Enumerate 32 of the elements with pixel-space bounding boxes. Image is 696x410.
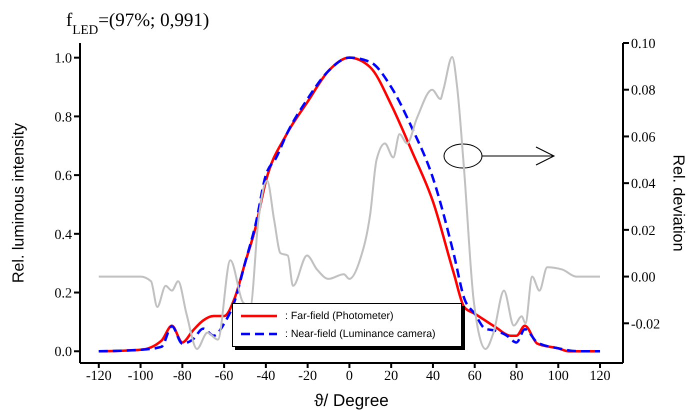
chart-title: f$_{LED}$=(97%; 0,991) xyxy=(66,10,210,36)
x-tick-label: -20 xyxy=(298,368,317,384)
x-tick-label: 0 xyxy=(346,368,353,384)
x-tick-label: -60 xyxy=(214,368,234,384)
y-tick-label: 0.4 xyxy=(54,228,72,243)
x-tick-label: 100 xyxy=(548,368,569,384)
x-tick-label: 120 xyxy=(590,368,611,384)
x-tick-label: 80 xyxy=(509,368,524,384)
x-axis-title: ϑ/ Degree xyxy=(314,391,389,410)
y-tick-label: 0.6 xyxy=(54,169,72,184)
y-tick-label: 0.8 xyxy=(54,110,72,126)
y-tick-label: 0.0 xyxy=(54,345,72,360)
y2-tick-label: 0.02 xyxy=(631,224,656,239)
y2-tick-label: 0.10 xyxy=(631,36,656,52)
y2-tick-label: 0.00 xyxy=(631,270,656,286)
legend-label: : Near-field (Luminance camera) xyxy=(285,328,436,340)
y2-tick-label: 0.04 xyxy=(631,177,656,192)
y-axis-title: Rel. luminous intensity xyxy=(10,122,28,284)
y2-tick-label: 0.08 xyxy=(631,84,656,99)
x-tick-label: -80 xyxy=(173,368,192,384)
x-tick-label: 20 xyxy=(384,368,398,384)
x-tick-label: -40 xyxy=(256,368,276,384)
x-tick-label: -120 xyxy=(86,368,112,384)
y2-axis-title: Rel. deviation xyxy=(669,154,686,252)
y2-tick-label: 0.06 xyxy=(631,130,656,146)
y2-tick-label: -0.02 xyxy=(631,317,660,332)
x-tick-label: -100 xyxy=(128,368,154,384)
y-tick-label: 1.0 xyxy=(54,52,72,67)
legend-label: : Far-field (Photometer) xyxy=(285,310,394,322)
x-tick-label: 40 xyxy=(426,368,440,384)
x-tick-label: 60 xyxy=(468,368,482,384)
y-tick-label: 0.2 xyxy=(54,286,72,302)
